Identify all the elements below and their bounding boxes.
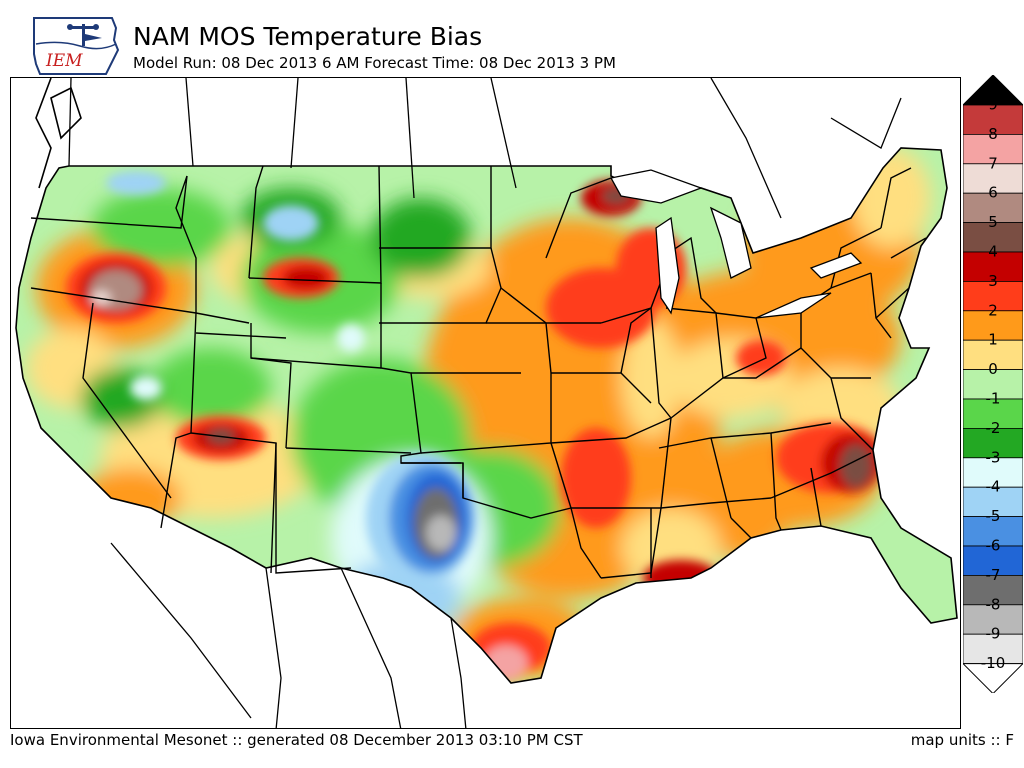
legend-swatch	[963, 457, 1023, 488]
legend-swatch	[963, 104, 1023, 135]
page-title: NAM MOS Temperature Bias	[133, 22, 483, 51]
legend-label: -7	[986, 566, 1001, 584]
legend-swatch	[963, 427, 1023, 459]
legend-label: -2	[986, 419, 1001, 437]
legend-swatch	[963, 369, 1023, 400]
legend-label: -9	[986, 625, 1001, 643]
legend-label: 4	[988, 243, 998, 261]
legend-label: 6	[988, 184, 998, 202]
legend-label: -10	[981, 654, 1006, 672]
legend-label: 1	[988, 331, 998, 349]
legend-swatch	[963, 339, 1023, 371]
legend-swatch	[963, 604, 1023, 635]
legend-swatch	[963, 398, 1023, 429]
legend-swatch	[963, 280, 1023, 312]
legend-label: 3	[988, 272, 998, 290]
legend-label: -4	[986, 478, 1001, 496]
iem-logo: IEM	[33, 17, 120, 75]
legend-label: -1	[986, 390, 1001, 408]
legend-label: -6	[986, 537, 1001, 555]
great-lakes	[609, 169, 863, 319]
iowa-outline	[33, 17, 120, 75]
legend-label: 2	[988, 301, 998, 319]
legend-swatch	[963, 222, 1023, 253]
weather-station-icon	[67, 24, 102, 46]
legend-swatch	[963, 134, 1023, 165]
generated-credit: Iowa Environmental Mesonet :: generated …	[10, 731, 583, 749]
legend-label: 7	[988, 154, 998, 172]
map-panel[interactable]	[10, 77, 961, 729]
legend-label: -3	[986, 448, 1001, 466]
legend-label: 5	[988, 213, 998, 231]
legend-label: 8	[988, 125, 998, 143]
map-units: map units :: F	[910, 731, 1014, 749]
iowa-river-line	[35, 41, 117, 50]
legend-swatch	[963, 163, 1023, 194]
legend-label: -5	[986, 507, 1001, 525]
legend-swatch	[963, 310, 1023, 341]
legend-label: 9	[988, 96, 998, 114]
bias-map[interactable]	[11, 78, 961, 729]
legend-swatch	[963, 545, 1023, 576]
state-boundaries	[30, 165, 927, 579]
logo-text: IEM	[45, 51, 83, 71]
foreign-boundaries	[68, 78, 902, 728]
legend-label: 0	[988, 360, 998, 378]
legend-label: -8	[986, 595, 1001, 613]
legend-underflow-arrow	[963, 663, 1023, 693]
page-subtitle: Model Run: 08 Dec 2013 6 AM Forecast Tim…	[133, 54, 616, 72]
color-legend: 9 8 7 6 5 4 3 2 1 0 -1 -2 -3 -4 -5 -6 -7 -8 -9 -10	[963, 75, 1023, 693]
